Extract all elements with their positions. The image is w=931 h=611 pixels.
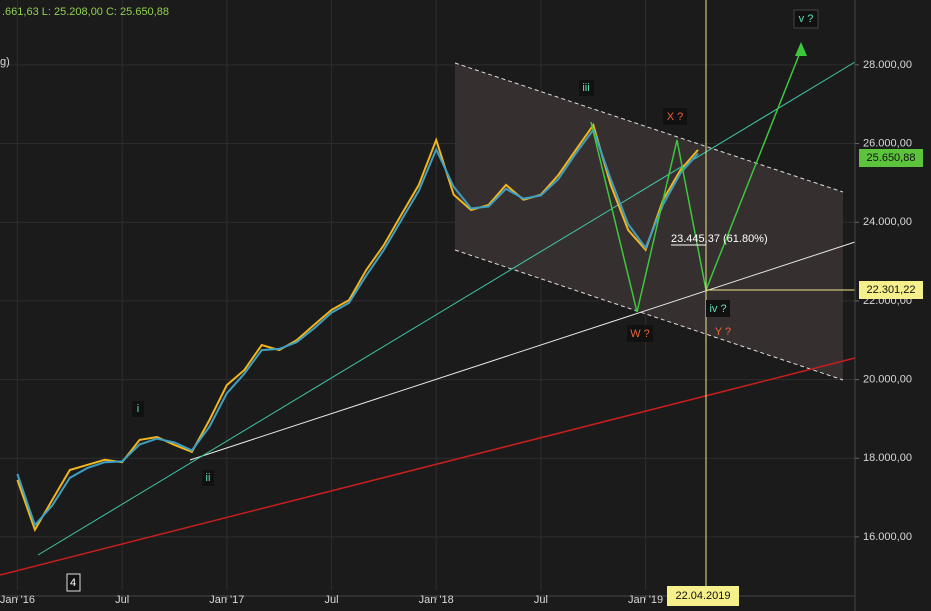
series (16, 122, 699, 533)
header-text-2: g) (0, 56, 10, 68)
axis: 16.000,0018.000,0020.000,0022.000,0024.0… (0, 59, 912, 606)
x-tick-label: Jul (324, 594, 338, 606)
wave-path (590, 49, 802, 313)
wave-label: v ? (799, 13, 814, 25)
wave-label: 4 (70, 577, 76, 589)
wave-label: X ? (667, 111, 684, 123)
x-tick-label: Jan '19 (628, 594, 663, 606)
header-text: .661,63 L: 25.208,00 C: 25.650,88 (2, 6, 169, 18)
wave-label: iv ? (709, 303, 726, 315)
price-line (16, 127, 699, 528)
x-tick-label: Jan '18 (419, 594, 454, 606)
trend-white (189, 241, 856, 461)
y-tick-label: 24.000,00 (863, 216, 912, 228)
last-price-label: 25.650,88 (867, 152, 916, 164)
wave-label: W ? (630, 328, 650, 340)
channel-top (454, 62, 844, 193)
wave-label: i (137, 403, 139, 415)
x-tick-label: Jul (534, 594, 548, 606)
trend-red (0, 357, 856, 576)
y-tick-label: 20.000,00 (863, 373, 912, 385)
level-badge (859, 281, 923, 299)
x-tick-label: Jul (115, 594, 129, 606)
wave-label: ii (206, 472, 211, 484)
price-line (16, 122, 699, 533)
level-label: 22.301,22 (867, 284, 916, 296)
wave-labels: i ii iii iv ? v ? W ? X ? Y ? 4 (66, 9, 819, 592)
y-tick-label: 16.000,00 (863, 531, 912, 543)
wave-label: iii (582, 82, 589, 94)
channel-bottom (454, 249, 844, 381)
trend-cyan (37, 61, 856, 556)
y-tick-label: 18.000,00 (863, 452, 912, 464)
arrow-head (795, 42, 807, 56)
fib-label: 23.445,37 (61.80%) (671, 233, 768, 245)
date-badge (667, 586, 739, 606)
wave-label: Y ? (715, 326, 731, 338)
x-tick-label: Jan '17 (209, 594, 244, 606)
grid (0, 0, 855, 590)
date-label: 22.04.2019 (675, 590, 730, 602)
y-tick-label: 28.000,00 (863, 59, 912, 71)
channel (455, 63, 843, 380)
x-tick-label: Jan '16 (0, 594, 35, 606)
price-badge (859, 149, 923, 167)
y-tick-label: 26.000,00 (863, 137, 912, 149)
